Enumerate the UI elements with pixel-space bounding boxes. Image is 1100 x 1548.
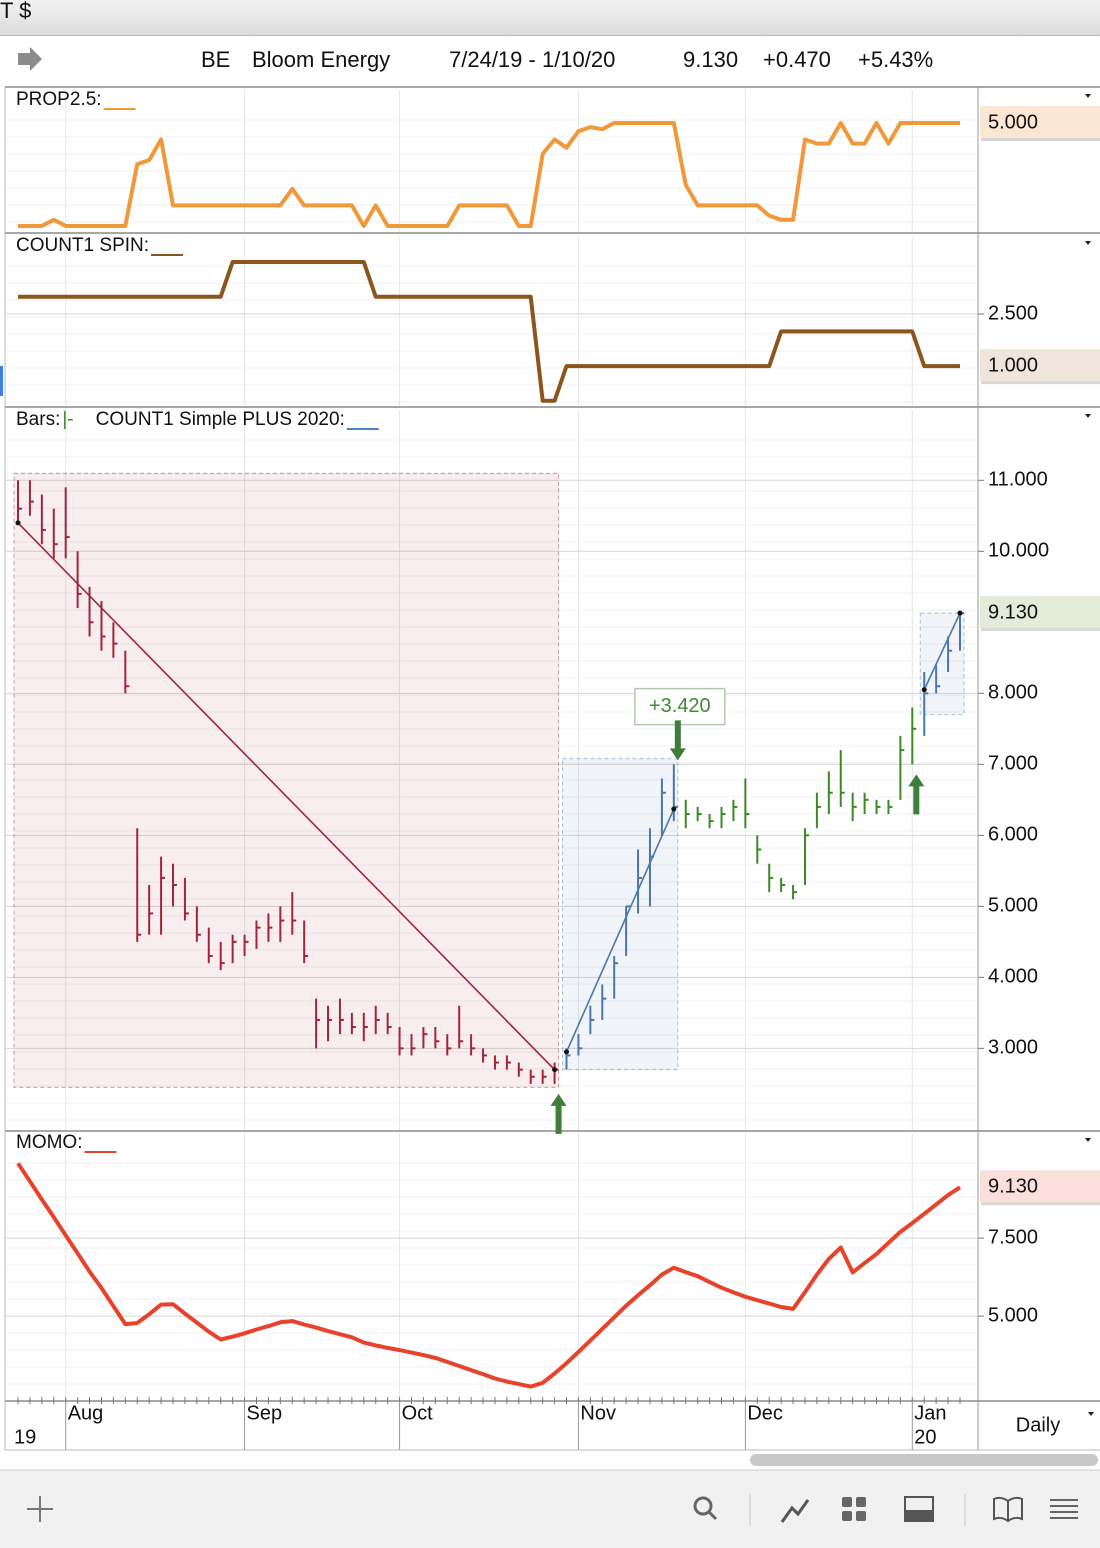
swing-point xyxy=(671,806,677,812)
y-tick-label: 3.000 xyxy=(988,1037,1038,1059)
gain-label: +3.420 xyxy=(649,695,711,717)
toolbar xyxy=(0,1470,1100,1548)
swing-line xyxy=(17,522,556,1071)
x-tick-label: Sep xyxy=(247,1402,283,1424)
swing-point xyxy=(921,687,927,693)
last-value-box xyxy=(980,105,1100,138)
search-button[interactable] xyxy=(693,1496,718,1521)
swing-line xyxy=(923,612,961,691)
swing-line xyxy=(565,808,675,1053)
x-year-label: 20 xyxy=(914,1426,936,1448)
y-tick-label: 5.000 xyxy=(988,895,1038,917)
date-range: 7/24/19 - 1/10/20 xyxy=(449,47,615,72)
line-series xyxy=(16,1162,962,1389)
menu-label[interactable]: T $ xyxy=(0,0,31,23)
layout-button[interactable] xyxy=(842,1497,866,1521)
x-tick-label: Oct xyxy=(402,1402,434,1424)
signal-arrow xyxy=(908,774,925,815)
y-tick-label: 7.000 xyxy=(988,753,1038,775)
y-tick-label: 11.000 xyxy=(988,469,1048,491)
swing-point xyxy=(957,610,963,616)
last-value-label: 1.000 xyxy=(988,354,1038,376)
panel-title: PROP2.5: xyxy=(16,89,102,110)
scrollbar[interactable] xyxy=(750,1454,1098,1466)
panel-button[interactable] xyxy=(904,1496,934,1522)
line-series xyxy=(18,260,960,403)
interval-label[interactable]: Daily xyxy=(1016,1414,1060,1436)
x-year-label: 19 xyxy=(14,1426,36,1448)
gain-label-box xyxy=(634,687,726,726)
notes-button[interactable] xyxy=(993,1496,1023,1523)
last-value-label: 9.130 xyxy=(988,1176,1038,1198)
y-tick-label: 5.000 xyxy=(988,1304,1038,1326)
chart-style-button[interactable] xyxy=(780,1499,810,1523)
price-change: +0.470 xyxy=(763,47,831,72)
last-value-label: 9.130 xyxy=(988,601,1038,623)
panel-title: COUNT1 SPIN: xyxy=(16,235,149,256)
y-tick-label: 4.000 xyxy=(988,966,1038,988)
last-value-box xyxy=(980,349,1100,382)
x-tick-label: Dec xyxy=(747,1402,783,1424)
line-series xyxy=(18,121,960,228)
menu-button[interactable] xyxy=(1050,1499,1078,1519)
swing-box xyxy=(13,472,560,1088)
y-tick-label: 8.000 xyxy=(988,682,1038,704)
edge-marker xyxy=(0,366,3,396)
link-arrow-icon[interactable] xyxy=(18,47,42,71)
swing-point xyxy=(15,520,21,526)
y-tick-label: 7.500 xyxy=(988,1226,1038,1248)
y-tick-label: 10.000 xyxy=(988,540,1049,562)
divider xyxy=(0,35,1100,36)
percent-change: +5.43% xyxy=(858,47,933,72)
y-tick-label: 6.000 xyxy=(988,824,1038,846)
panel-title: Bars: xyxy=(16,409,60,430)
legend-symbol: |- xyxy=(62,409,73,430)
last-price: 9.130 xyxy=(683,47,738,72)
company-name: Bloom Energy xyxy=(252,47,390,72)
x-tick-label: Nov xyxy=(580,1402,616,1424)
signal-arrow xyxy=(550,1093,567,1134)
last-value-box xyxy=(980,596,1100,629)
x-tick-label: Jan xyxy=(914,1402,946,1424)
legend-label: COUNT1 Simple PLUS 2020: xyxy=(96,409,345,430)
x-tick-label: Aug xyxy=(68,1402,104,1424)
symbol: BE xyxy=(201,47,230,72)
panel-title: MOMO: xyxy=(16,1132,83,1153)
swing-box xyxy=(919,612,965,716)
title-bar xyxy=(0,0,1100,35)
add-button[interactable] xyxy=(27,1496,53,1522)
swing-point xyxy=(552,1067,558,1073)
last-value-box xyxy=(980,1170,1100,1203)
swing-point xyxy=(564,1049,570,1055)
y-tick-label: 2.500 xyxy=(988,302,1038,324)
panel-menu-caret[interactable] xyxy=(1085,94,1094,1416)
last-value-label: 5.000 xyxy=(988,111,1038,133)
signal-arrow xyxy=(669,720,686,761)
